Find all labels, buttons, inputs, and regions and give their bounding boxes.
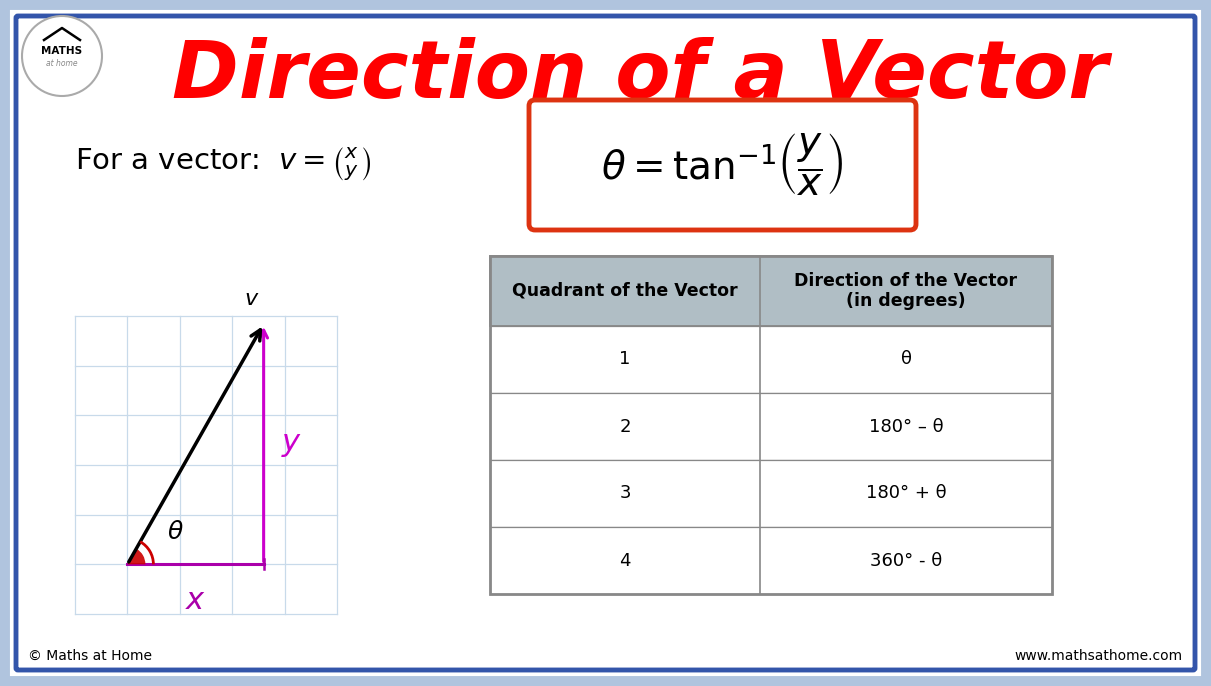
Text: MATHS: MATHS — [41, 46, 82, 56]
Text: 1: 1 — [619, 351, 631, 368]
Text: $\mathit{y}$: $\mathit{y}$ — [281, 429, 302, 459]
Bar — [490, 256, 1052, 326]
Text: 2: 2 — [619, 418, 631, 436]
Wedge shape — [127, 549, 145, 565]
FancyBboxPatch shape — [529, 100, 916, 230]
Bar — [490, 256, 1052, 594]
Text: $\mathit{x}$: $\mathit{x}$ — [185, 587, 206, 615]
Text: © Maths at Home: © Maths at Home — [28, 649, 153, 663]
Bar — [490, 326, 1052, 393]
Text: at home: at home — [46, 58, 78, 67]
Circle shape — [22, 16, 102, 96]
Text: 180° – θ: 180° – θ — [868, 418, 943, 436]
Text: $\mathit{v}$: $\mathit{v}$ — [243, 289, 259, 309]
Bar — [490, 527, 1052, 594]
Text: 3: 3 — [619, 484, 631, 503]
Text: Direction of the Vector
(in degrees): Direction of the Vector (in degrees) — [794, 272, 1017, 310]
Text: 360° - θ: 360° - θ — [869, 552, 942, 569]
Bar — [490, 393, 1052, 460]
Text: 180° + θ: 180° + θ — [866, 484, 946, 503]
Bar — [490, 460, 1052, 527]
Text: For a vector:  $\mathit{v} = \binom{x}{y}$: For a vector: $\mathit{v} = \binom{x}{y}… — [75, 145, 372, 182]
Text: Direction of a Vector: Direction of a Vector — [172, 37, 1108, 115]
Text: www.mathsathome.com: www.mathsathome.com — [1015, 649, 1183, 663]
Text: $\theta = \tan^{-1}\!\left(\dfrac{y}{x}\right)$: $\theta = \tan^{-1}\!\left(\dfrac{y}{x}\… — [602, 132, 844, 198]
Text: Quadrant of the Vector: Quadrant of the Vector — [512, 282, 737, 300]
Text: 4: 4 — [619, 552, 631, 569]
Text: θ: θ — [901, 351, 912, 368]
Text: $\theta$: $\theta$ — [167, 521, 184, 544]
